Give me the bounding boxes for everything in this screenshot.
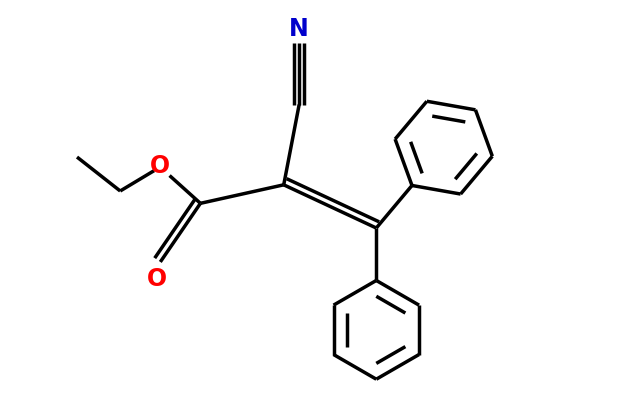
Text: O: O (147, 267, 168, 291)
Text: O: O (150, 154, 170, 178)
Text: N: N (289, 17, 309, 41)
